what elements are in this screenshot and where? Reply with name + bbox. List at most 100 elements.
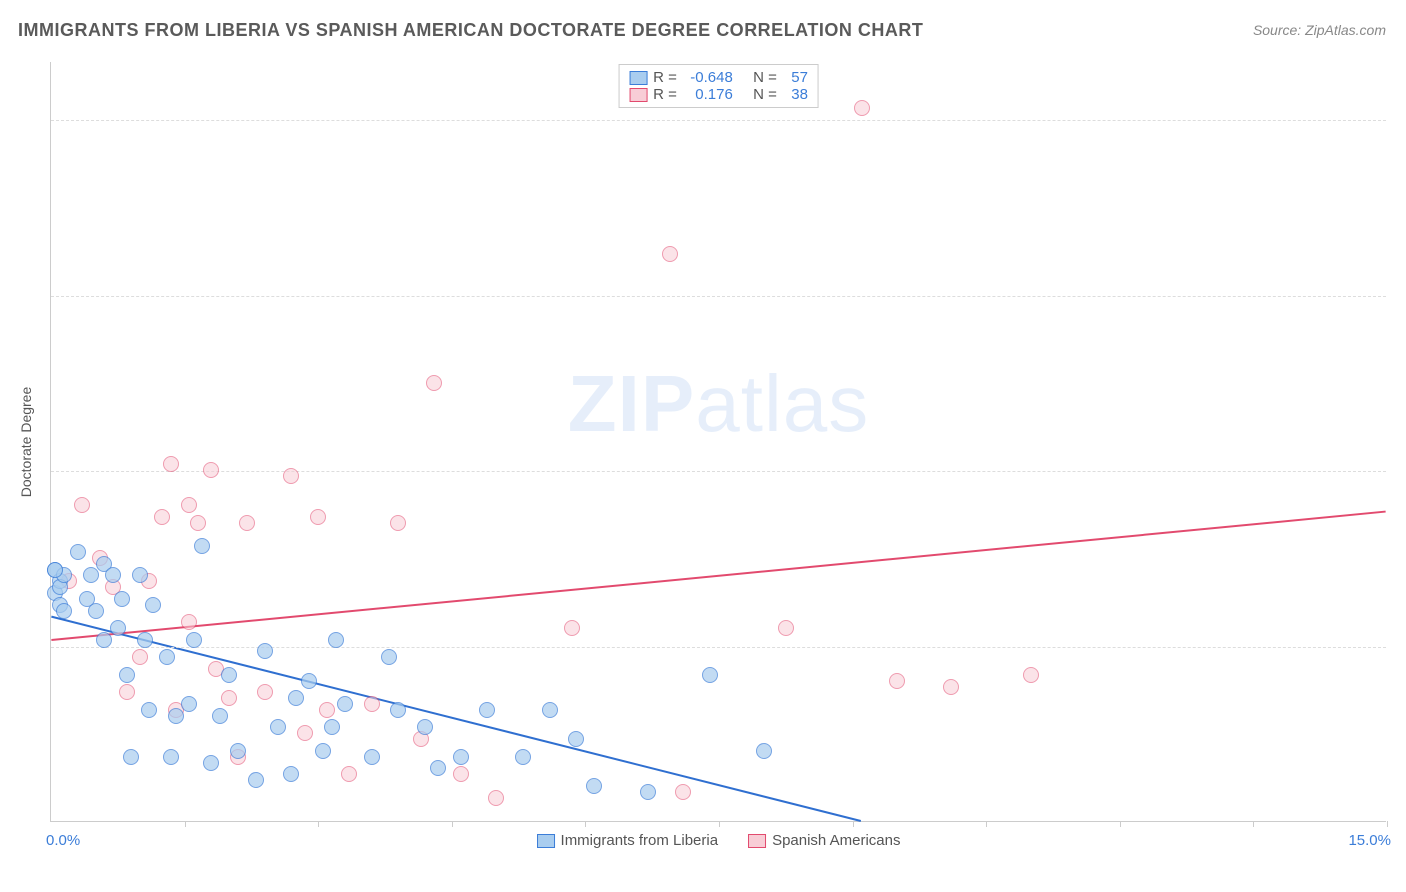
data-point-blue xyxy=(141,702,157,718)
n-value-blue: 57 xyxy=(783,69,808,86)
data-point-blue xyxy=(324,719,340,735)
legend-label-pink: Spanish Americans xyxy=(772,832,900,849)
data-point-blue xyxy=(417,719,433,735)
data-point-pink xyxy=(181,497,197,513)
data-point-blue xyxy=(221,667,237,683)
data-point-blue xyxy=(203,755,219,771)
y-tick-label: 3.0% xyxy=(1391,463,1406,480)
y-axis-title: Doctorate Degree xyxy=(18,386,34,497)
legend-item-blue: Immigrants from Liberia xyxy=(537,832,719,849)
data-point-pink xyxy=(163,456,179,472)
r-label-pink: R = xyxy=(653,86,677,103)
data-point-blue xyxy=(586,778,602,794)
data-point-pink xyxy=(390,515,406,531)
chart-container: IMMIGRANTS FROM LIBERIA VS SPANISH AMERI… xyxy=(0,0,1406,892)
legend-item-pink: Spanish Americans xyxy=(748,832,900,849)
data-point-pink xyxy=(778,620,794,636)
data-point-pink xyxy=(154,509,170,525)
data-point-blue xyxy=(301,673,317,689)
data-point-pink xyxy=(310,509,326,525)
data-point-pink xyxy=(239,515,255,531)
x-tick xyxy=(318,821,319,827)
data-point-pink xyxy=(221,690,237,706)
x-origin-label: 0.0% xyxy=(46,832,96,849)
data-point-blue xyxy=(568,731,584,747)
data-point-blue xyxy=(430,760,446,776)
data-point-blue xyxy=(270,719,286,735)
data-point-pink xyxy=(488,790,504,806)
data-point-blue xyxy=(702,667,718,683)
data-point-pink xyxy=(889,673,905,689)
r-value-pink: 0.176 xyxy=(683,86,733,103)
x-tick xyxy=(1387,821,1388,827)
x-tick xyxy=(719,821,720,827)
data-point-blue xyxy=(163,749,179,765)
data-point-blue xyxy=(453,749,469,765)
legend-label-blue: Immigrants from Liberia xyxy=(561,832,719,849)
data-point-blue xyxy=(105,567,121,583)
swatch-blue xyxy=(629,71,647,85)
data-point-blue xyxy=(83,567,99,583)
grid-line xyxy=(51,296,1386,297)
data-point-pink xyxy=(364,696,380,712)
stats-legend-box: R = -0.648 N = 57 R = 0.176 N = 38 xyxy=(618,64,819,108)
n-label-blue: N = xyxy=(753,69,777,86)
stats-row-blue: R = -0.648 N = 57 xyxy=(629,69,808,86)
data-point-blue xyxy=(390,702,406,718)
data-point-blue xyxy=(88,603,104,619)
data-point-blue xyxy=(283,766,299,782)
data-point-pink xyxy=(257,684,273,700)
data-point-pink xyxy=(341,766,357,782)
data-point-blue xyxy=(248,772,264,788)
data-point-blue xyxy=(230,743,246,759)
x-tick xyxy=(853,821,854,827)
n-value-pink: 38 xyxy=(783,86,808,103)
data-point-pink xyxy=(297,725,313,741)
source-attribution: Source: ZipAtlas.com xyxy=(1253,22,1386,38)
bottom-legend: Immigrants from Liberia Spanish American… xyxy=(537,832,901,849)
data-point-pink xyxy=(203,462,219,478)
legend-swatch-blue xyxy=(537,834,555,848)
data-point-blue xyxy=(381,649,397,665)
data-point-pink xyxy=(132,649,148,665)
data-point-blue xyxy=(56,603,72,619)
data-point-pink xyxy=(564,620,580,636)
data-point-blue xyxy=(515,749,531,765)
data-point-blue xyxy=(212,708,228,724)
data-point-blue xyxy=(640,784,656,800)
x-tick xyxy=(1253,821,1254,827)
data-point-blue xyxy=(70,544,86,560)
data-point-pink xyxy=(190,515,206,531)
data-point-pink xyxy=(854,100,870,116)
chart-title: IMMIGRANTS FROM LIBERIA VS SPANISH AMERI… xyxy=(18,20,923,41)
data-point-blue xyxy=(756,743,772,759)
data-point-blue xyxy=(364,749,380,765)
data-point-blue xyxy=(479,702,495,718)
trend-lines-svg xyxy=(51,62,1386,821)
x-tick xyxy=(986,821,987,827)
data-point-blue xyxy=(132,567,148,583)
data-point-blue xyxy=(288,690,304,706)
grid-line xyxy=(51,647,1386,648)
y-tick-label: 6.0% xyxy=(1391,112,1406,129)
plot-area: Doctorate Degree ZIPatlas R = -0.648 N =… xyxy=(50,62,1386,822)
data-point-blue xyxy=(47,562,63,578)
data-point-blue xyxy=(96,632,112,648)
data-point-pink xyxy=(74,497,90,513)
data-point-blue xyxy=(328,632,344,648)
data-point-blue xyxy=(257,643,273,659)
data-point-blue xyxy=(542,702,558,718)
data-point-pink xyxy=(119,684,135,700)
data-point-blue xyxy=(159,649,175,665)
n-label-pink: N = xyxy=(753,86,777,103)
trend-line xyxy=(51,512,1385,640)
data-point-pink xyxy=(283,468,299,484)
x-tick xyxy=(1120,821,1121,827)
data-point-blue xyxy=(114,591,130,607)
data-point-pink xyxy=(426,375,442,391)
data-point-blue xyxy=(315,743,331,759)
data-point-blue xyxy=(145,597,161,613)
data-point-pink xyxy=(453,766,469,782)
y-tick-label: 4.5% xyxy=(1391,287,1406,304)
data-point-pink xyxy=(943,679,959,695)
